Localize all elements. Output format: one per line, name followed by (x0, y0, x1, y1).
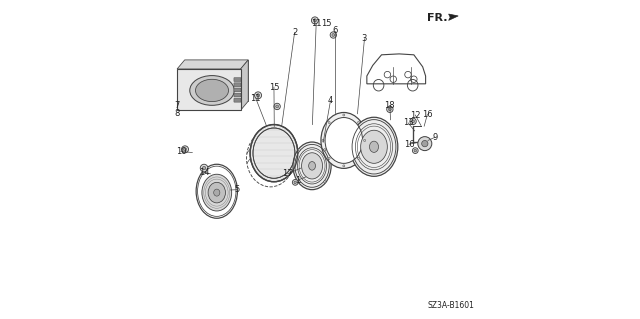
Circle shape (257, 94, 260, 97)
Circle shape (332, 33, 335, 36)
Text: 10: 10 (175, 147, 186, 156)
Circle shape (324, 181, 326, 183)
Circle shape (418, 137, 432, 151)
Circle shape (274, 103, 280, 110)
Text: 8: 8 (174, 109, 180, 118)
Text: 4: 4 (328, 96, 333, 105)
Text: 15: 15 (269, 83, 279, 92)
Ellipse shape (202, 174, 232, 211)
Text: 11: 11 (311, 19, 321, 28)
Circle shape (358, 122, 360, 123)
Text: SZ3A-B1601: SZ3A-B1601 (427, 301, 474, 310)
Ellipse shape (361, 130, 387, 163)
Ellipse shape (325, 117, 363, 163)
Ellipse shape (308, 161, 316, 170)
Circle shape (330, 32, 337, 38)
Circle shape (322, 139, 324, 141)
Circle shape (343, 114, 345, 116)
Text: 14: 14 (199, 168, 210, 177)
FancyBboxPatch shape (234, 93, 241, 97)
Text: 6: 6 (333, 26, 338, 35)
Circle shape (298, 149, 300, 151)
FancyBboxPatch shape (234, 88, 241, 92)
Text: 13: 13 (403, 118, 413, 128)
Circle shape (312, 17, 319, 24)
Polygon shape (250, 124, 298, 182)
Text: 9: 9 (433, 133, 438, 142)
Text: FR.: FR. (426, 13, 447, 23)
Text: 16: 16 (404, 140, 414, 149)
Text: 18: 18 (385, 101, 395, 110)
Circle shape (414, 149, 417, 152)
Circle shape (202, 167, 206, 170)
Circle shape (324, 149, 326, 151)
Text: 7: 7 (174, 101, 180, 110)
Ellipse shape (350, 117, 398, 176)
Ellipse shape (301, 153, 323, 179)
Circle shape (184, 148, 187, 151)
Circle shape (343, 165, 345, 167)
Polygon shape (185, 60, 248, 101)
Circle shape (412, 120, 415, 123)
Ellipse shape (195, 79, 228, 101)
Circle shape (328, 157, 330, 160)
Polygon shape (177, 69, 241, 110)
Polygon shape (241, 60, 248, 110)
Text: 2: 2 (292, 28, 297, 37)
Circle shape (255, 92, 262, 99)
Text: 16: 16 (422, 110, 433, 119)
Ellipse shape (321, 113, 367, 168)
Text: 17: 17 (282, 169, 293, 178)
Ellipse shape (293, 142, 331, 190)
Circle shape (314, 19, 317, 22)
Circle shape (364, 139, 365, 141)
FancyBboxPatch shape (234, 83, 241, 87)
Circle shape (298, 181, 300, 183)
Text: 5: 5 (235, 185, 240, 194)
Circle shape (200, 164, 208, 172)
Circle shape (387, 106, 393, 113)
Text: 1: 1 (295, 176, 300, 185)
Circle shape (358, 157, 360, 160)
Polygon shape (449, 14, 458, 20)
Circle shape (276, 105, 278, 108)
FancyBboxPatch shape (234, 78, 241, 81)
Ellipse shape (208, 182, 225, 203)
Circle shape (182, 146, 189, 153)
Ellipse shape (190, 76, 234, 105)
FancyBboxPatch shape (234, 98, 241, 102)
Circle shape (292, 180, 298, 185)
Ellipse shape (369, 141, 378, 152)
Text: 11: 11 (251, 94, 261, 103)
Circle shape (294, 181, 296, 184)
Text: 3: 3 (362, 34, 367, 43)
Circle shape (422, 140, 428, 147)
Circle shape (410, 118, 416, 124)
Circle shape (388, 108, 391, 111)
Polygon shape (177, 60, 248, 69)
Text: 12: 12 (410, 111, 420, 120)
Ellipse shape (214, 189, 220, 196)
Circle shape (412, 148, 418, 153)
Text: 15: 15 (321, 19, 332, 28)
Circle shape (328, 122, 330, 123)
